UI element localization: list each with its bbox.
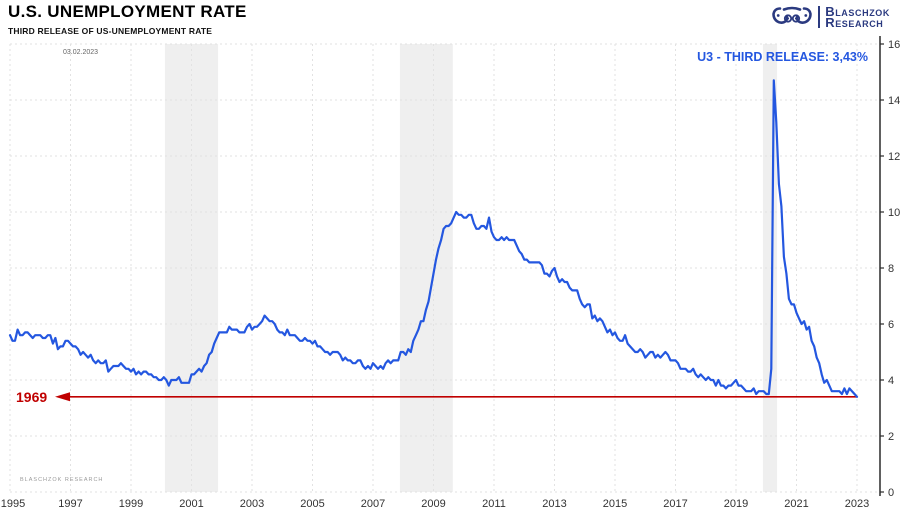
logo-line2: Research xyxy=(825,15,884,30)
x-axis-tick-label: 2011 xyxy=(482,498,506,510)
x-axis-tick-label: 2015 xyxy=(603,498,627,510)
x-axis-tick-label: 2005 xyxy=(300,498,324,510)
y-axis-tick-label: 10 xyxy=(888,207,900,219)
series-value-label: U3 - THIRD RELEASE: 3,43% xyxy=(697,50,868,64)
ram-horns-logo-icon xyxy=(772,6,812,24)
y-axis-tick-label: 14 xyxy=(888,95,900,107)
x-axis-tick-label: 2007 xyxy=(361,498,385,510)
x-axis-tick-label: 2009 xyxy=(421,498,445,510)
x-axis-tick-label: 2019 xyxy=(724,498,748,510)
x-axis-tick-label: 2017 xyxy=(663,498,687,510)
y-axis-tick-label: 6 xyxy=(888,319,894,331)
chart-date-label: 03.02.2023 xyxy=(63,49,99,56)
page-title: U.S. UNEMPLOYMENT RATE xyxy=(8,2,247,21)
y-axis-tick-label: 8 xyxy=(888,263,894,275)
x-axis-tick-label: 1999 xyxy=(119,498,143,510)
chart-watermark: BLASCHZOK RESEARCH xyxy=(20,477,104,483)
x-axis-tick-label: 2023 xyxy=(845,498,869,510)
x-axis-tick-label: 1997 xyxy=(58,498,82,510)
y-axis-tick-label: 2 xyxy=(888,431,894,443)
reference-arrowhead xyxy=(55,392,70,402)
logo-line1: Blaschzok xyxy=(825,4,890,19)
logo-wordmark: Blaschzok Research xyxy=(818,4,890,30)
y-axis-tick-label: 4 xyxy=(888,375,894,387)
chart-subtitle: THIRD RELEASE OF US-UNEMPLOYMENT RATE xyxy=(8,26,213,36)
y-axis-tick-label: 0 xyxy=(888,487,894,499)
y-axis-tick-label: 12 xyxy=(888,151,900,163)
x-axis-tick-label: 2003 xyxy=(240,498,264,510)
reference-year-label: 1969 xyxy=(16,389,48,405)
x-axis-tick-label: 2021 xyxy=(784,498,808,510)
data-line xyxy=(8,79,859,398)
x-axis-tick-label: 1995 xyxy=(1,498,25,510)
y-axis-tick-label: 16 xyxy=(888,39,900,51)
x-axis-tick-label: 2001 xyxy=(179,498,203,510)
x-axis-tick-label: 2013 xyxy=(542,498,566,510)
blaschzok-research-logo: Blaschzok Research xyxy=(771,5,890,29)
